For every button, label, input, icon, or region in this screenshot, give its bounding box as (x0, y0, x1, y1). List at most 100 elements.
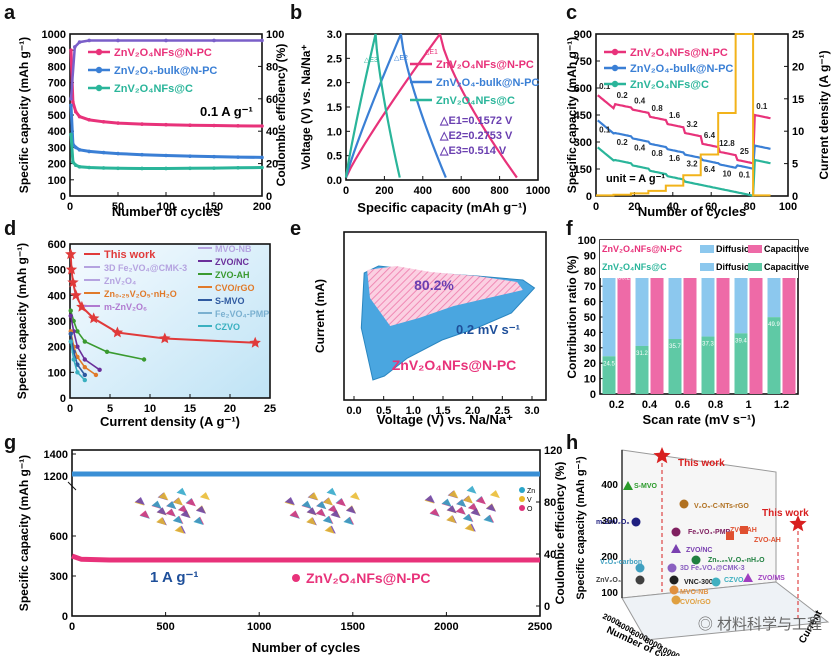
legend-d-left-label: ZnV₂O₄ (104, 276, 136, 286)
rate-label-bulk: 3.2 (686, 160, 698, 169)
data-point (69, 97, 73, 101)
data-point (101, 150, 106, 155)
legend-a-2-label: ZnV₂O₄NFs@C (114, 83, 193, 95)
annotation-rate: 0.1 A g⁻¹ (200, 104, 253, 119)
crystal-0-unit (166, 501, 177, 510)
legend-c-1-marker (611, 64, 619, 72)
x-axis-label: Number of cycles (638, 204, 746, 219)
y2-axis-label: Coulombic efficiency (%) (274, 44, 288, 187)
crystal-1-unit (330, 510, 341, 519)
capacitive-bar (683, 258, 697, 394)
x-tick-label: 500 (156, 621, 174, 633)
panel-label-a: a (4, 2, 16, 24)
data-point (116, 121, 120, 125)
capacitive-bar (782, 245, 796, 394)
legend-f-capacitive: Capacitive (764, 262, 809, 272)
legend-a-2-marker (95, 84, 103, 92)
atom-legend-label: O (527, 506, 533, 513)
data-point (212, 38, 216, 43)
y-tick-label: 600 (48, 239, 66, 251)
gap-mark-1: △E1 (424, 49, 438, 56)
y2-tick-label: 80 (544, 497, 556, 509)
point-triangle (743, 573, 753, 582)
data-point (236, 166, 240, 170)
data-point (188, 154, 192, 158)
chart-f: 01020304050607080901000.280.224.50.484.2… (566, 235, 809, 427)
crystal-2-unit (483, 515, 494, 524)
point-sphere (667, 563, 677, 573)
plot-frame (343, 231, 547, 401)
y-tick-label: 40 (584, 327, 596, 339)
x-axis-label: Specific capacity (mAh g⁻¹) (357, 200, 526, 215)
y2-tick-label: 80 (266, 61, 278, 73)
rate-label-pc: 0.2 (617, 91, 629, 100)
rate-label-pc: 3.2 (686, 120, 698, 129)
rate-label-bulk: 0.2 (617, 138, 629, 147)
y-tick-label: 700 (48, 78, 66, 90)
atom-legend-label: Zn (527, 488, 535, 495)
capacitive-bar (767, 317, 781, 394)
point-sphere (671, 527, 681, 537)
x-tick-label: 3.0 (524, 405, 539, 417)
crystal-2-unit (455, 506, 466, 515)
legend-f-capacitive: Capacitive (764, 244, 809, 254)
crystal-0-unit (151, 500, 162, 509)
legend-g-marker (292, 574, 300, 582)
crystal-1-unit (343, 517, 354, 526)
x-tick-label: 400 (414, 185, 432, 197)
x-tick-label: 0 (343, 185, 349, 197)
x-axis-label: Number of cycles (112, 204, 220, 219)
data-point (82, 365, 88, 370)
data-point (87, 38, 91, 43)
x-tick-label: 0.4 (642, 399, 658, 411)
x-tick-label: 0.8 (708, 399, 723, 411)
rate-label-bulk: 10 (722, 170, 731, 179)
bar-value-label: 37.3 (702, 342, 714, 348)
scan-rate-label: 0.2 mV s⁻¹ (456, 322, 520, 337)
legend-d-left-label: This work (104, 249, 156, 261)
x-tick-label: 60 (705, 201, 717, 213)
y2-tick-label: 20 (266, 159, 278, 171)
y-axis-label: Contribution ratio (%) (566, 255, 579, 378)
x-tick-label: 600 (452, 185, 470, 197)
x-tick-label: 5 (107, 403, 113, 415)
crystal-2-unit (462, 513, 473, 522)
crystal-2-unit (464, 523, 475, 532)
data-point (260, 155, 264, 160)
crystal-0-unit (193, 517, 204, 526)
y2-tick-label: 10 (792, 126, 804, 138)
legend-swatch-capacitive (748, 245, 762, 253)
legend-c-2-marker (611, 80, 619, 88)
x-axis-label: Voltage (V) vs. Na/Na⁺ (377, 412, 513, 427)
rate-label-pc: 6.4 (704, 131, 716, 140)
point-label: ZnV₂O₄ (596, 577, 621, 584)
x-tick-label: 80 (743, 201, 755, 213)
data-point (236, 124, 240, 128)
y-tick-label: 1200 (44, 471, 68, 483)
star-point (159, 332, 171, 344)
unit-label: unit = A g⁻¹ (606, 173, 665, 185)
data-point (116, 151, 120, 156)
crystal-2-unit (424, 495, 435, 504)
x-tick-label: 1000 (526, 185, 550, 197)
point-label: Fe₂VO₄-PMP (688, 529, 731, 536)
legend-f-diffusion: Diffusion (716, 244, 755, 254)
x-tick-label: 2.5 (495, 405, 510, 417)
point-sphere (635, 563, 645, 573)
x-tick-label: 0.5 (376, 405, 391, 417)
y-tick-label: 300 (574, 137, 592, 149)
crystal-2-unit (446, 505, 457, 514)
rate-label-pc: 0.8 (652, 104, 664, 113)
y-tick-label: 800 (48, 61, 66, 73)
x-tick-label: 0.2 (609, 399, 624, 411)
point-label: Zn₀.₂₅V₂O₅-nH₂O (708, 557, 765, 564)
y-tick-label: 10 (584, 374, 596, 386)
legend-d-right-label: S-MVO (215, 296, 245, 306)
data-point (68, 313, 73, 319)
star-point (67, 276, 79, 288)
crystal-0-unit (176, 487, 187, 496)
x-tick-label: 20 (224, 403, 236, 415)
crystal-1-unit (324, 525, 335, 534)
data-point (212, 154, 216, 159)
crystal-0-unit (158, 492, 169, 501)
